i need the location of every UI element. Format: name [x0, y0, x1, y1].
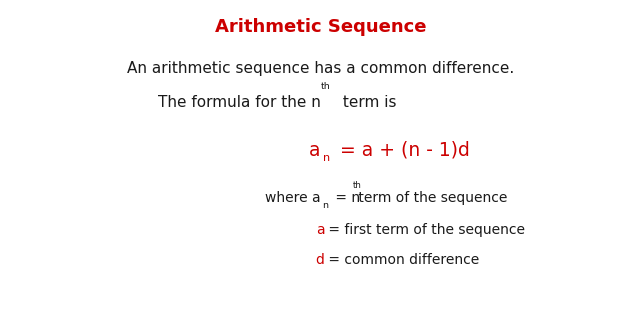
Text: n: n: [322, 153, 329, 163]
Text: = a + (n - 1)d: = a + (n - 1)d: [333, 141, 469, 160]
Text: = first term of the sequence: = first term of the sequence: [324, 223, 526, 237]
Text: th: th: [320, 82, 330, 91]
Text: = common difference: = common difference: [324, 253, 479, 267]
Text: n: n: [322, 201, 328, 210]
Text: a: a: [309, 141, 320, 160]
Text: Arithmetic Sequence: Arithmetic Sequence: [215, 18, 426, 36]
Text: a: a: [316, 223, 324, 237]
Text: The formula for the n: The formula for the n: [158, 95, 320, 110]
Text: d: d: [315, 253, 324, 267]
Text: = n: = n: [331, 191, 361, 205]
Text: An arithmetic sequence has a common difference.: An arithmetic sequence has a common diff…: [127, 61, 514, 76]
Text: where a: where a: [265, 191, 320, 205]
Text: th: th: [353, 181, 362, 190]
Text: term is: term is: [338, 95, 397, 110]
Text: term of the sequence: term of the sequence: [354, 191, 508, 205]
